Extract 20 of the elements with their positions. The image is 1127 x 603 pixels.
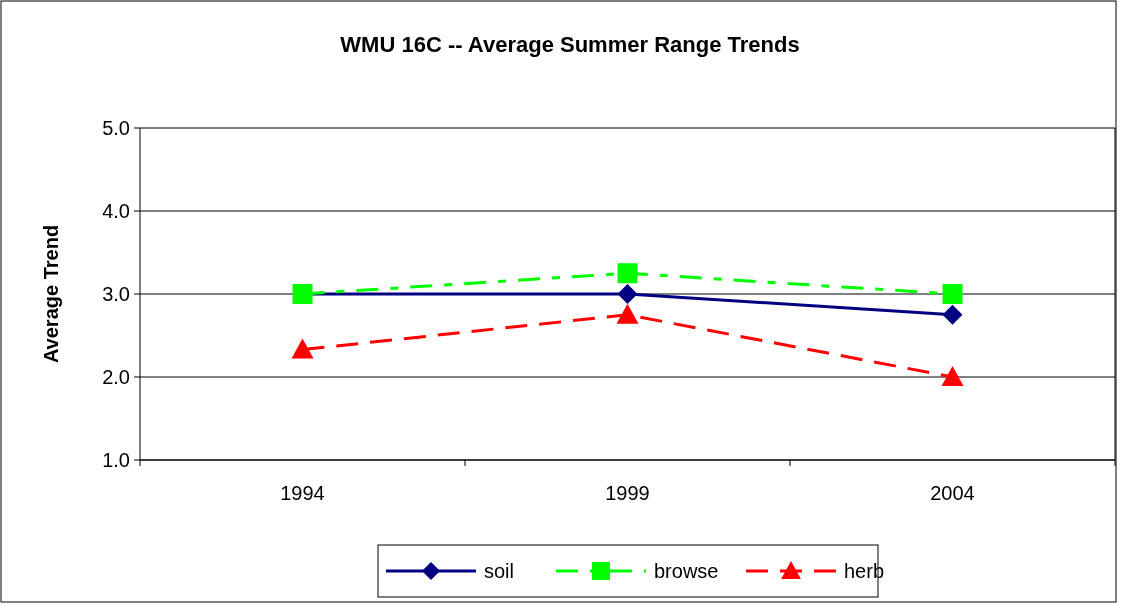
point	[942, 304, 963, 325]
point	[942, 284, 963, 304]
point	[291, 338, 314, 359]
chart-title: WMU 16C -- Average Summer Range Trends	[340, 32, 800, 57]
point	[941, 366, 964, 386]
y-tick-label: 1.0	[102, 449, 130, 471]
y-tick-label: 3.0	[102, 283, 130, 305]
y-tick-label: 2.0	[102, 366, 130, 388]
y-tick-label: 4.0	[102, 200, 130, 222]
y-tick-label: 5.0	[102, 117, 130, 139]
x-tick-label: 1994	[280, 482, 325, 504]
point	[617, 263, 638, 284]
point	[616, 303, 639, 324]
legend-label: herb	[844, 560, 885, 582]
legend-label: soil	[484, 560, 515, 582]
legend-label: browse	[654, 560, 719, 582]
y-axis-title: Average Trend	[40, 224, 62, 364]
x-tick-label: 1999	[605, 482, 650, 504]
point	[617, 284, 638, 304]
x-tick-label: 2004	[930, 482, 975, 504]
